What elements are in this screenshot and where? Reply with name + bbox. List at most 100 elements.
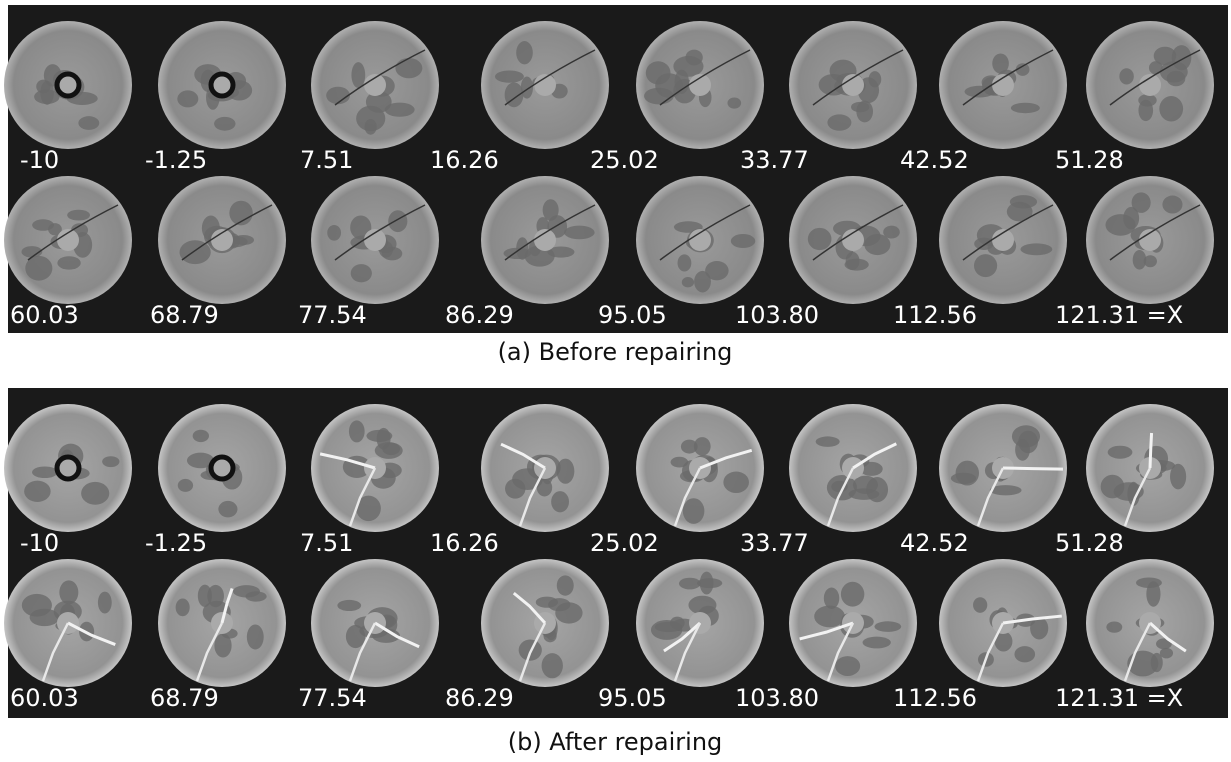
aggregate bbox=[835, 656, 860, 676]
aggregate bbox=[683, 498, 705, 524]
crack bbox=[1150, 433, 1152, 468]
aggregate bbox=[22, 594, 52, 617]
aggregate bbox=[193, 430, 209, 442]
figure: (a) Before repairing (b) After repairing… bbox=[0, 0, 1231, 762]
aggregate bbox=[366, 430, 392, 442]
aggregate bbox=[869, 71, 882, 87]
slice-label: 16.26 bbox=[430, 529, 499, 557]
slice-label: 112.56 bbox=[893, 301, 977, 329]
aggregate bbox=[1012, 425, 1040, 447]
core bbox=[57, 74, 79, 96]
core bbox=[57, 457, 79, 479]
core bbox=[211, 457, 233, 479]
aggregate bbox=[808, 228, 832, 250]
aggregate bbox=[646, 61, 671, 84]
aggregate bbox=[731, 234, 755, 248]
aggregate bbox=[365, 119, 377, 135]
aggregate bbox=[678, 254, 692, 271]
aggregate bbox=[218, 501, 237, 517]
aggregate bbox=[681, 440, 698, 454]
aggregate bbox=[679, 578, 701, 590]
aggregate bbox=[516, 41, 533, 64]
aggregate bbox=[1151, 653, 1163, 672]
aggregate bbox=[375, 442, 403, 459]
aggregate bbox=[351, 62, 365, 88]
aggregate bbox=[1167, 71, 1186, 86]
aggregate bbox=[349, 420, 365, 442]
aggregate bbox=[992, 53, 1009, 73]
aggregate bbox=[863, 637, 891, 649]
slice-label: 33.77 bbox=[740, 529, 809, 557]
slice-label: 77.54 bbox=[298, 684, 367, 712]
crack bbox=[1003, 468, 1063, 469]
aggregate bbox=[1159, 96, 1183, 121]
aggregate bbox=[536, 597, 558, 608]
slice-label: 121.31 =X bbox=[1055, 684, 1183, 712]
aggregate bbox=[883, 226, 900, 239]
aggregate bbox=[874, 621, 901, 632]
slice-label: 42.52 bbox=[900, 146, 969, 174]
aggregate bbox=[1144, 255, 1157, 267]
aggregate bbox=[673, 56, 703, 77]
slice-label: 51.28 bbox=[1055, 529, 1124, 557]
aggregate bbox=[176, 598, 190, 616]
aggregate bbox=[723, 471, 749, 493]
aggregate bbox=[951, 473, 976, 484]
caption: (a) Before repairing bbox=[498, 338, 733, 366]
slice-label: 7.51 bbox=[300, 529, 353, 557]
aggregate bbox=[102, 456, 119, 467]
aggregate bbox=[326, 87, 350, 105]
aggregate bbox=[81, 482, 109, 505]
slice-label: -10 bbox=[20, 529, 59, 557]
aggregate bbox=[700, 572, 714, 595]
aggregate bbox=[395, 58, 422, 78]
slice-label: 42.52 bbox=[900, 529, 969, 557]
aggregate bbox=[1162, 196, 1182, 214]
aggregate bbox=[557, 575, 574, 595]
slice-label: 25.02 bbox=[590, 529, 659, 557]
aggregate bbox=[24, 481, 51, 502]
aggregate bbox=[1170, 464, 1186, 490]
slice-label: 60.03 bbox=[10, 301, 79, 329]
aggregate bbox=[1138, 100, 1153, 121]
aggregate bbox=[388, 210, 407, 232]
aggregate bbox=[1020, 243, 1052, 255]
slice-label: 77.54 bbox=[298, 301, 367, 329]
aggregate bbox=[1146, 581, 1160, 607]
aggregate bbox=[694, 271, 711, 293]
slice-label: 95.05 bbox=[598, 301, 667, 329]
aggregate bbox=[214, 117, 235, 131]
aggregate bbox=[337, 600, 361, 611]
slice-label: 51.28 bbox=[1055, 146, 1124, 174]
aggregate bbox=[214, 633, 231, 657]
aggregate bbox=[327, 225, 341, 241]
slice-label: 95.05 bbox=[598, 684, 667, 712]
aggregate bbox=[32, 219, 54, 230]
slice-label: 86.29 bbox=[445, 301, 514, 329]
slice-label: 121.31 =X bbox=[1055, 301, 1183, 329]
slice-label: -1.25 bbox=[145, 146, 207, 174]
aggregate bbox=[564, 226, 595, 240]
slice-label: 7.51 bbox=[300, 146, 353, 174]
aggregate bbox=[551, 491, 569, 512]
slice-label: 16.26 bbox=[430, 146, 499, 174]
aggregate bbox=[78, 116, 99, 130]
aggregate bbox=[67, 210, 90, 221]
aggregate bbox=[351, 264, 372, 282]
aggregate bbox=[178, 479, 193, 492]
aggregate bbox=[841, 582, 864, 607]
aggregate bbox=[1106, 622, 1122, 633]
aggregate bbox=[57, 256, 80, 269]
aggregate bbox=[816, 436, 840, 446]
aggregate bbox=[247, 624, 264, 649]
slice-label: 25.02 bbox=[590, 146, 659, 174]
aggregate bbox=[32, 466, 58, 478]
slice-label: 33.77 bbox=[740, 146, 809, 174]
aggregate bbox=[495, 70, 524, 82]
aggregate bbox=[827, 114, 851, 130]
aggregate bbox=[727, 98, 741, 109]
slice-label: 68.79 bbox=[150, 301, 219, 329]
slice-label: 103.80 bbox=[735, 301, 819, 329]
aggregate bbox=[98, 592, 112, 614]
caption: (b) After repairing bbox=[508, 728, 723, 756]
